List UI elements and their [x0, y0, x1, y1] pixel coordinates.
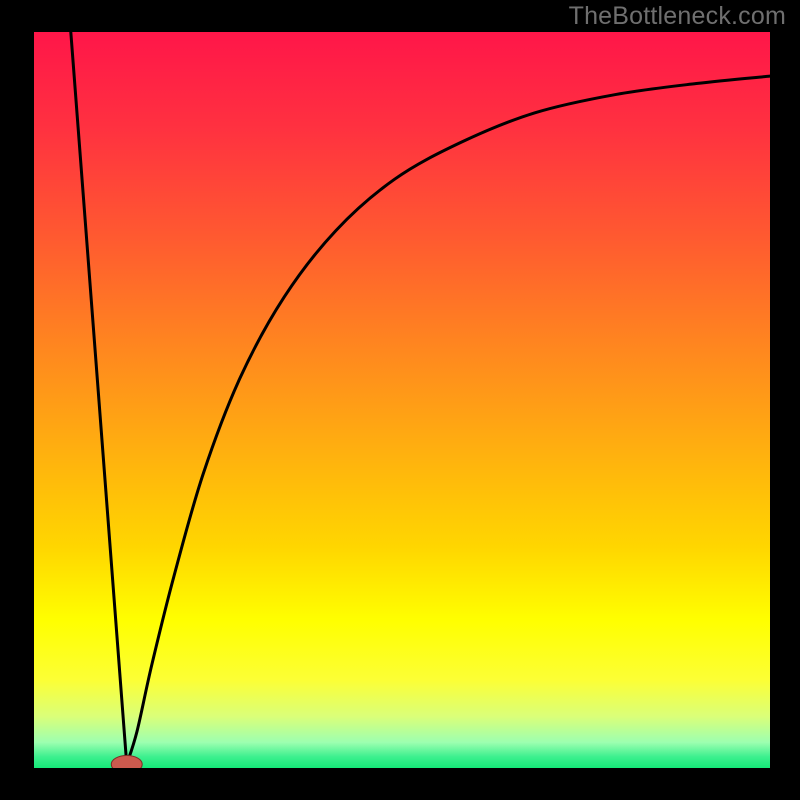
chart-stage: TheBottleneck.com	[0, 0, 800, 800]
watermark-text: TheBottleneck.com	[569, 2, 786, 31]
bottleneck-curve-chart	[34, 32, 770, 768]
plot-area	[34, 32, 770, 768]
gradient-background	[34, 32, 770, 768]
